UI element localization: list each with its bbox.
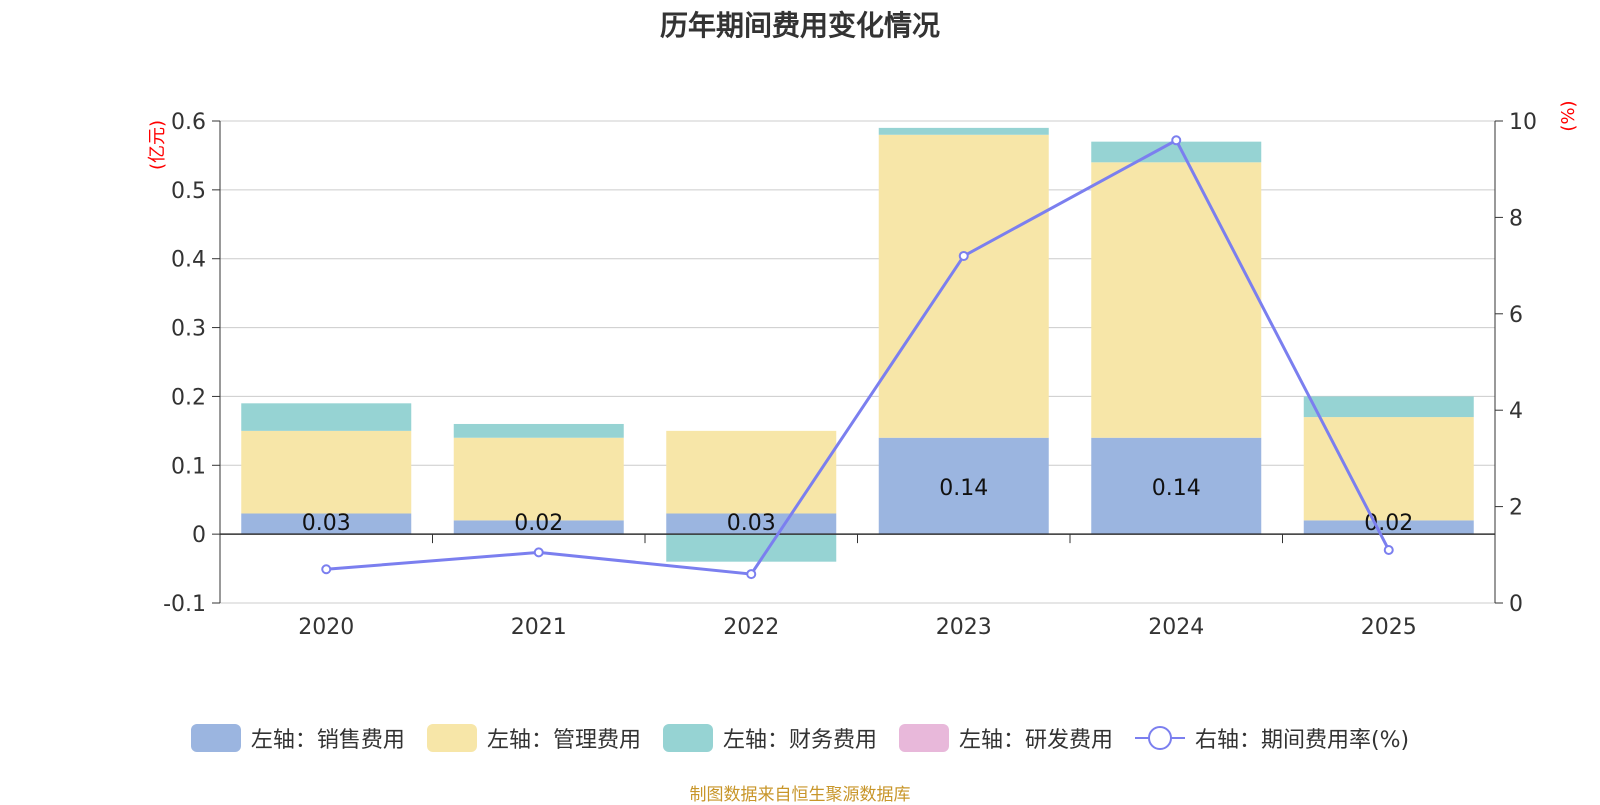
data-label-sales-2020: 0.03 (302, 511, 351, 536)
legend-swatch-admin (426, 724, 477, 752)
bar-2022-series-2 (666, 534, 837, 562)
x-axis-label-2023: 2023 (936, 615, 992, 640)
x-axis-label-2024: 2024 (1148, 615, 1204, 640)
bar-2023-series-0 (878, 437, 1049, 535)
expense-rate-line (326, 138, 1391, 576)
expense-rate-point-2023 (958, 250, 969, 261)
legend-label-rnd: 左轴：研发费用 (958, 728, 1113, 753)
expense-rate-point-2024 (1171, 135, 1182, 146)
right-axis-tick-label: 10 (1509, 110, 1537, 135)
legend-swatch-finance (662, 724, 713, 752)
bar-2024-series-2 (1091, 141, 1262, 163)
right-axis-tick-label: 8 (1509, 206, 1523, 231)
bar-2021-series-1 (453, 437, 624, 521)
legend: 左轴：销售费用 左轴：管理费用 左轴：财务费用 左轴：研发费用 右轴：期间费用率… (0, 722, 1600, 754)
left-axis-tick-label: 0.1 (171, 454, 206, 479)
bar-2021-series-2 (453, 423, 624, 438)
left-axis-tick-label: 0.5 (171, 179, 206, 204)
data-label-sales-2022: 0.03 (727, 511, 776, 536)
right-axis-tick-label: 2 (1509, 496, 1523, 521)
expense-rate-point-2021 (533, 547, 544, 558)
bar-2025-series-1 (1303, 417, 1474, 521)
bar-2020-series-1 (241, 430, 412, 514)
right-axis-unit: (%) (1558, 100, 1579, 131)
bar-2020-series-2 (241, 403, 412, 431)
x-axis-label-2022: 2022 (723, 615, 779, 640)
legend-label-finance: 左轴：财务费用 (722, 728, 877, 753)
data-label-sales-2024: 0.14 (1152, 476, 1201, 501)
legend-label-expense-rate: 右轴：期间费用率(%) (1194, 728, 1410, 753)
bar-2023-series-2 (878, 127, 1049, 135)
legend-item-expense-rate[interactable]: 右轴：期间费用率(%) (1134, 722, 1410, 754)
bar-2023-series-1 (878, 134, 1049, 438)
data-label-sales-2023: 0.14 (939, 476, 988, 501)
left-axis-unit: (亿元) (147, 120, 168, 170)
legend-item-rnd[interactable]: 左轴：研发费用 (898, 722, 1113, 754)
bar-2021-series-0 (453, 520, 624, 535)
right-axis-tick-label: 0 (1509, 592, 1523, 617)
expense-rate-point-2020 (321, 564, 332, 575)
legend-swatch-expense-rate (1134, 724, 1185, 752)
legend-item-sales[interactable]: 左轴：销售费用 (190, 722, 405, 754)
right-axis-tick-label: 6 (1509, 303, 1523, 328)
chart-plot: -0.1 0 0.1 0.2 0.3 0.4 0.5 0.6 0 2 4 6 8 10 (亿元) (%) 0.0… (147, 100, 1579, 640)
left-axis-tick-label: 0.2 (171, 385, 206, 410)
left-axis-tick-label: 0.3 (171, 317, 206, 342)
x-axis-label-2021: 2021 (511, 615, 567, 640)
x-axis-label-2020: 2020 (298, 615, 354, 640)
left-axis-tick-label: -0.1 (163, 592, 206, 617)
legend-label-sales: 左轴：销售费用 (250, 728, 405, 753)
data-label-sales-2021: 0.02 (514, 511, 563, 536)
bar-2024-series-0 (1091, 437, 1262, 535)
bar-2022-series-1 (666, 430, 837, 514)
left-axis-tick-label: 0 (192, 523, 206, 548)
bar-2025-series-0 (1303, 520, 1474, 535)
x-axis-label-2025: 2025 (1361, 615, 1417, 640)
expense-rate-point-2025 (1383, 544, 1394, 555)
bar-2024-series-1 (1091, 162, 1262, 438)
legend-swatch-sales (190, 724, 241, 752)
legend-item-finance[interactable]: 左轴：财务费用 (662, 722, 877, 754)
left-axis-tick-label: 0.6 (171, 110, 206, 135)
right-axis-tick-label: 4 (1509, 399, 1523, 424)
chart-title: 历年期间费用变化情况 (659, 9, 940, 42)
legend-item-admin[interactable]: 左轴：管理费用 (426, 722, 641, 754)
data-source: 制图数据来自恒生聚源数据库 (689, 785, 911, 805)
legend-swatch-rnd (898, 724, 949, 752)
bar-2025-series-2 (1303, 396, 1474, 418)
expense-rate-point-2022 (746, 569, 757, 580)
left-axis-tick-label: 0.4 (171, 248, 206, 273)
legend-label-admin: 左轴：管理费用 (486, 728, 641, 753)
bar-2022-series-0 (666, 513, 837, 535)
bar-2020-series-0 (241, 513, 412, 535)
